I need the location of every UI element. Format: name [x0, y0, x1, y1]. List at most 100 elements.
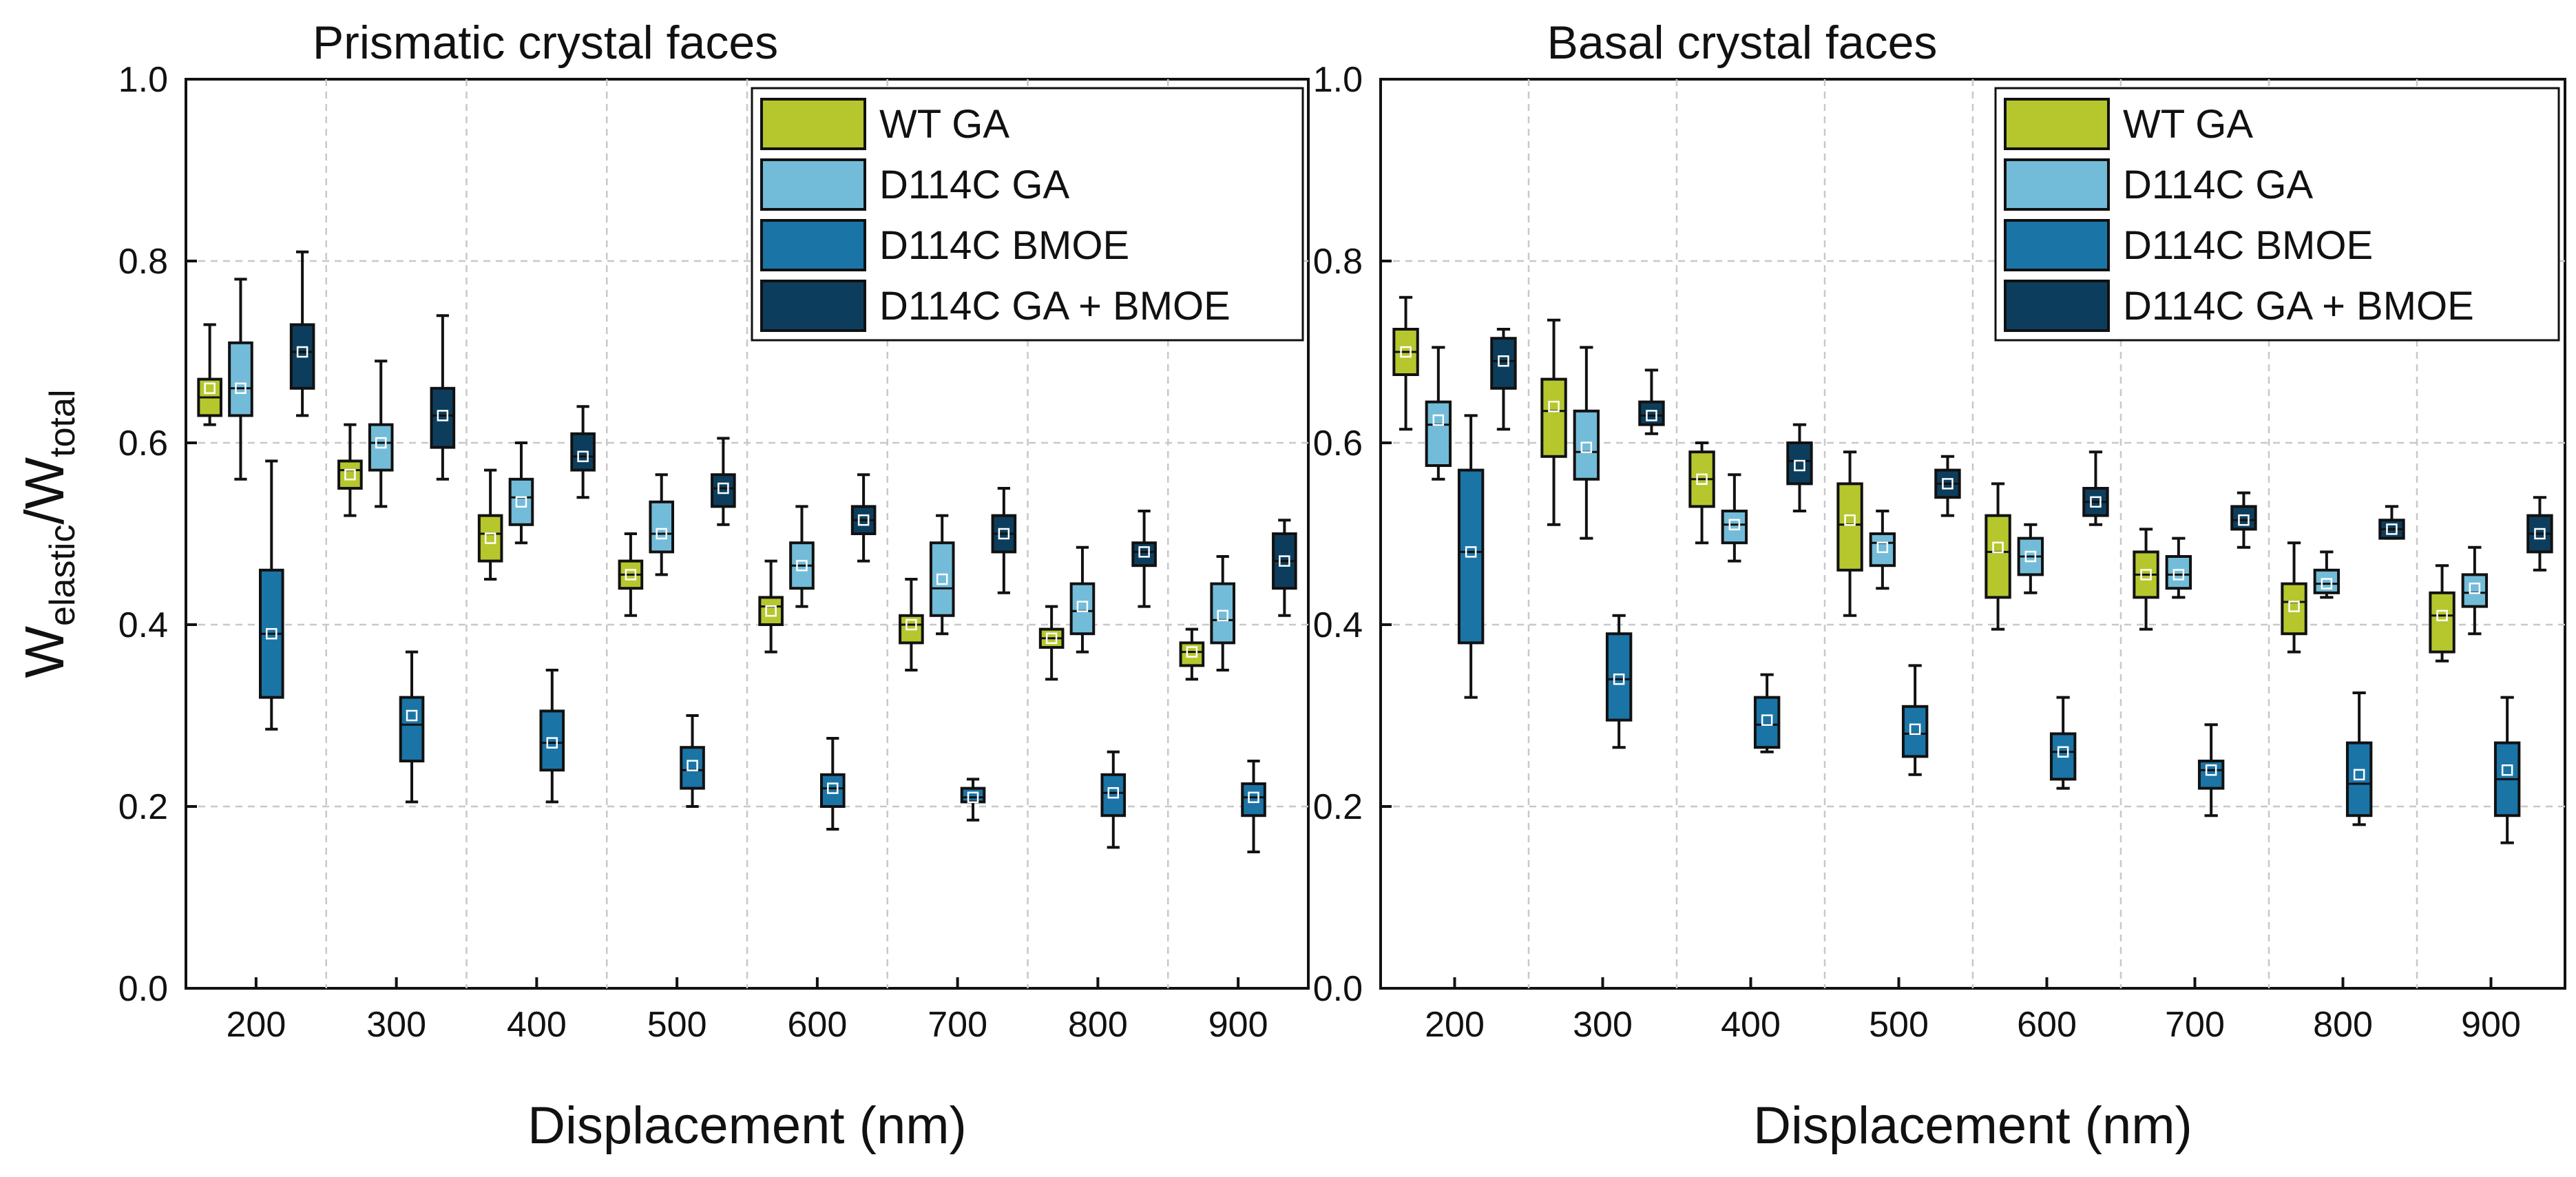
box-iqr	[711, 473, 736, 508]
box-iqr	[2165, 555, 2192, 590]
box-mean-marker	[857, 514, 870, 526]
box-mean-marker	[2205, 764, 2217, 776]
legend-label: D114C GA	[2123, 163, 2313, 207]
box-mean-marker	[1186, 646, 1198, 658]
y-tick-label: 0.6	[1313, 424, 1363, 463]
chart-basal: Basal crystal faces 0.0 0.2 0.4 0.6 0.8 1.0 2…	[1313, 17, 2566, 1155]
box-d114c-ga-bmoe	[2082, 450, 2109, 526]
y-tick-label: 0.4	[118, 605, 168, 645]
box-wt-ga	[2429, 564, 2455, 663]
box-wt-ga	[899, 578, 924, 671]
legend-swatch	[2004, 98, 2110, 150]
x-tick-label: 500	[1869, 1005, 1929, 1045]
box-mean-marker	[1279, 555, 1290, 567]
box-iqr	[1753, 696, 1781, 749]
legend-label: D114C GA + BMOE	[879, 284, 1231, 329]
box-mean-marker	[796, 559, 808, 572]
box-wt-ga	[1540, 318, 1567, 526]
box-iqr	[1241, 782, 1266, 817]
x-tick-label: 300	[366, 1005, 426, 1045]
box-iqr	[2461, 573, 2489, 608]
y-axis-label-main: W	[14, 625, 75, 678]
box-iqr	[1425, 400, 1452, 467]
box-iqr	[1457, 468, 1485, 645]
y-tick-label: 1.0	[1313, 60, 1363, 100]
x-tick-label: 500	[647, 1005, 707, 1045]
box-d114c-ga	[228, 278, 253, 481]
x-tick-label: 700	[2165, 1005, 2225, 1045]
x-tick-label: 200	[226, 1005, 286, 1045]
box-mean-marker	[1992, 541, 2004, 554]
y-tick-label: 0.6	[118, 424, 168, 463]
box-d114c-bmoe	[2345, 691, 2373, 826]
x-tick-label: 900	[1208, 1005, 1268, 1045]
x-tick-label: 300	[1573, 1005, 1633, 1045]
box-mean-marker	[905, 618, 917, 631]
box-mean-marker	[765, 605, 777, 617]
box-d114c-ga	[2017, 523, 2044, 594]
box-mean-marker	[437, 410, 449, 421]
box-d114c-bmoe	[258, 459, 284, 731]
box-mean-marker	[2353, 769, 2365, 781]
box-mean-marker	[1217, 610, 1228, 622]
box-d114c-ga	[1573, 346, 1600, 540]
box-d114c-ga	[2313, 550, 2341, 599]
box-d114c-ga-bmoe	[1786, 423, 1813, 512]
box-iqr	[819, 773, 846, 809]
box-mean-marker	[577, 450, 589, 463]
legend-swatch	[760, 280, 866, 332]
y-tick-label: 0.2	[118, 787, 168, 827]
box-mean-marker	[1248, 791, 1259, 804]
box-d114c-ga-bmoe	[1272, 519, 1297, 617]
box-mean-marker	[1844, 514, 1856, 526]
box-iqr	[399, 696, 425, 762]
x-tick-label: 800	[1068, 1005, 1128, 1045]
box-d114c-ga	[368, 360, 394, 508]
box-mean-marker	[2288, 601, 2300, 612]
box-wt-ga	[2133, 528, 2159, 631]
box-d114c-bmoe	[1753, 673, 1781, 753]
box-d114c-bmoe	[1100, 750, 1127, 849]
box-iqr	[1869, 532, 1896, 567]
box-mean-marker	[718, 482, 729, 494]
box-mean-marker	[1107, 787, 1120, 799]
box-d114c-bmoe	[680, 714, 705, 808]
legend-label: WT GA	[2123, 102, 2253, 147]
box-iqr	[2429, 591, 2455, 654]
box-d114c-ga-bmoe	[430, 314, 456, 481]
box-d114c-ga-bmoe	[850, 473, 877, 563]
box-mean-marker	[1761, 714, 1773, 726]
legend: WT GA D114C GA D114C BMOE D114C GA + BMOE	[1994, 87, 2560, 342]
box-wt-ga	[477, 468, 503, 581]
x-axis-label: Displacement (nm)	[1753, 1096, 2192, 1155]
box-mean-marker	[1794, 459, 1805, 472]
box-d114c-ga-bmoe	[2526, 496, 2553, 572]
x-tick-label: 600	[2017, 1005, 2077, 1045]
chart-title: Basal crystal faces	[1547, 17, 1938, 69]
box-d114c-ga	[1869, 510, 1896, 590]
box-iqr	[680, 746, 705, 790]
box-d114c-ga-bmoe	[1934, 455, 1961, 517]
y-axis-label-sub-total: total	[43, 390, 83, 457]
box-mean-marker	[1076, 601, 1089, 612]
box-iqr	[1210, 582, 1236, 645]
legend-label: D114C BMOE	[2123, 223, 2373, 268]
box-series	[197, 250, 1297, 853]
box-d114c-bmoe	[1605, 614, 1633, 749]
box-d114c-bmoe	[819, 737, 846, 831]
y-axis-label-sub-elastic: elastic	[43, 525, 83, 626]
box-mean-marker	[266, 627, 278, 640]
box-iqr	[1721, 510, 1748, 545]
box-d114c-ga-bmoe	[570, 405, 596, 499]
box-iqr	[1100, 773, 1127, 817]
box-mean-marker	[2469, 582, 2481, 594]
box-d114c-ga	[2461, 545, 2489, 636]
y-axis: 0.0 0.2 0.4 0.6 0.8 1.0	[118, 60, 197, 1009]
x-tick-label: 200	[1425, 1005, 1485, 1045]
box-iqr	[1836, 482, 1863, 572]
x-axis: 200 300 400 500 600 700 800 900	[1425, 977, 2521, 1045]
y-tick-label: 0.8	[118, 242, 168, 282]
box-mean-marker	[1498, 355, 1509, 367]
box-iqr	[1901, 705, 1929, 758]
